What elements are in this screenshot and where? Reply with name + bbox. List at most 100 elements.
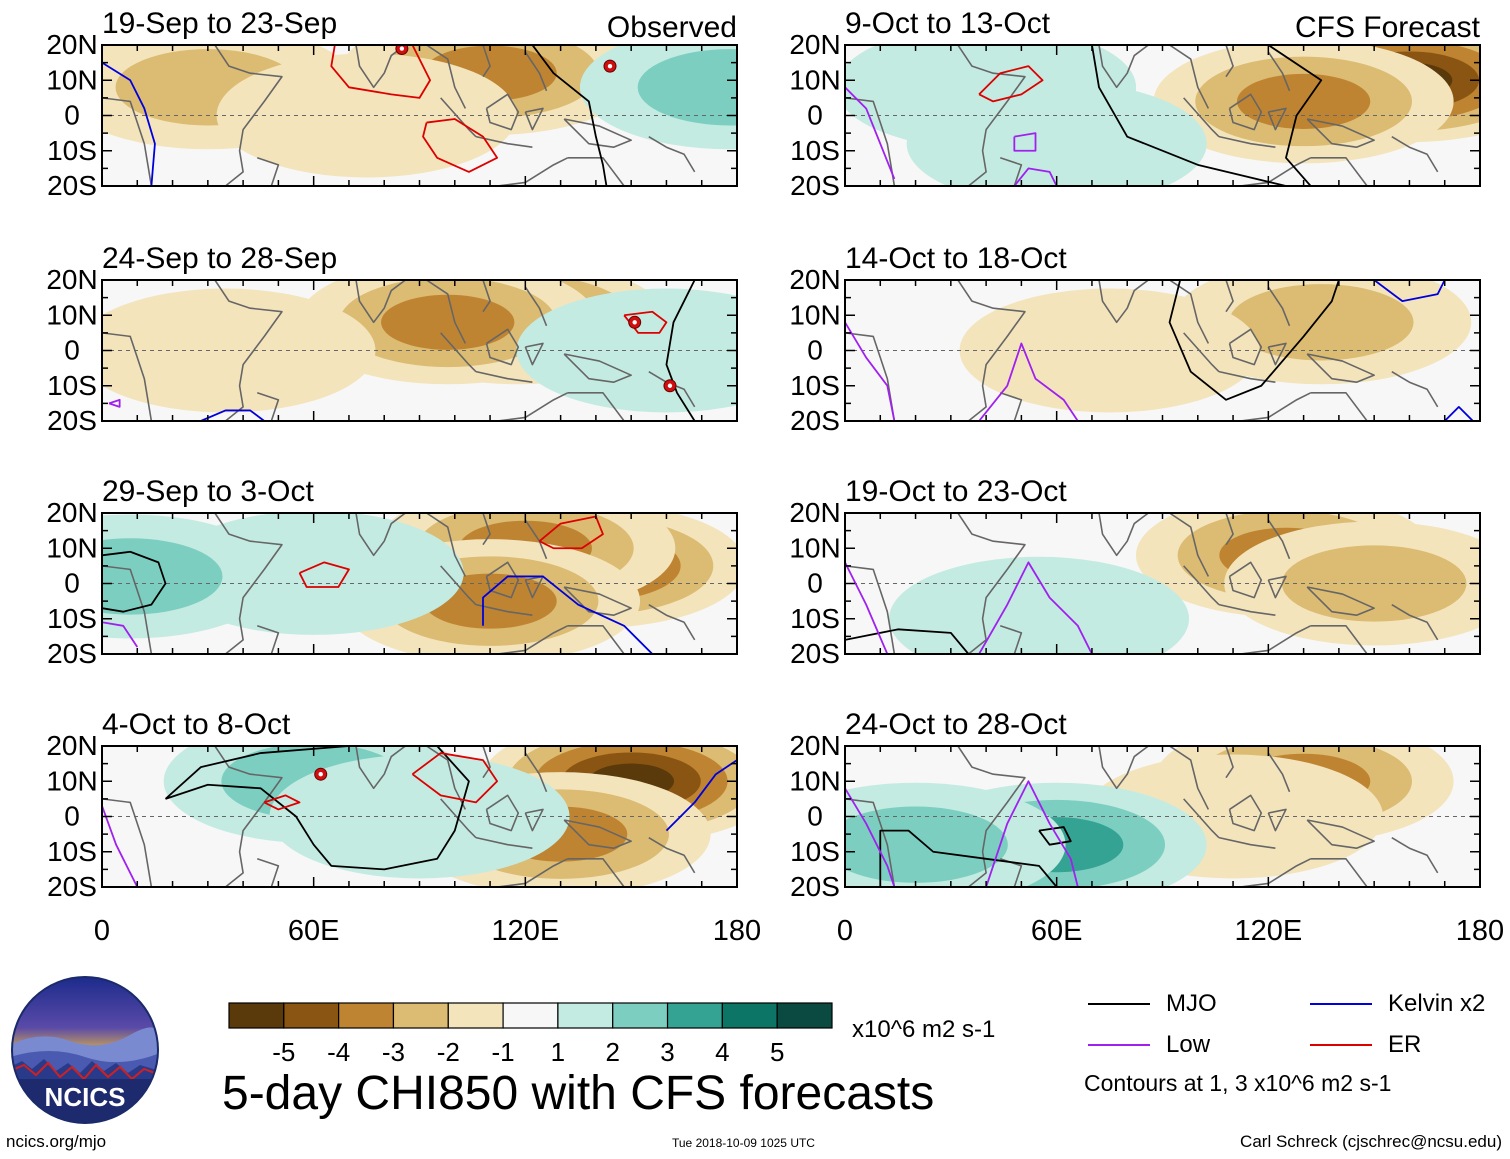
x-tick-label: 120E [491,915,559,947]
coastline [355,513,406,557]
legend-item-er: ER [1310,1031,1421,1059]
contour-kelvin [482,575,653,654]
coastline [497,392,569,421]
column-label: CFS Forecast [1295,11,1481,44]
panel-1-2: 20N 10N 0 10S 20S 19-Oct to 23-Oct [789,475,1481,669]
panel-title: 24-Oct to 28-Oct [845,708,1067,741]
y-tick-label: 20N [46,264,97,295]
legend-swatch-kelvin [1310,1003,1372,1005]
panel-0-1: 20N 10N 0 10S 20S 24-Sep to 28-Sep [46,242,738,436]
storm-icon [603,59,617,73]
y-tick-label: 10N [789,64,840,95]
coastline [524,286,548,327]
coastline [1306,819,1375,850]
x-tick-label: 180 [1456,915,1504,947]
footer-url[interactable]: ncics.org/mjo [6,1132,107,1151]
coastline [256,858,280,887]
coastline [214,280,283,421]
coastline [1169,45,1210,109]
y-tick-label: 10N [789,299,840,330]
colorbar-swatch [502,1002,559,1029]
y-tick-label: 0 [807,801,823,832]
contour-low [102,621,139,648]
coastline [426,513,467,577]
coastline [485,794,520,832]
legend-swatch-er [1310,1044,1372,1046]
y-tick-label: 10S [790,370,840,401]
coastline [845,798,896,887]
y-tick-label: 10N [789,765,840,796]
coastline [845,565,896,654]
coastline [1391,135,1439,173]
y-tick-label: 20N [789,497,840,528]
y-tick-label: 20N [46,29,97,60]
panel-title: 24-Sep to 28-Sep [102,242,337,275]
coastline [1183,97,1220,138]
coastline [355,45,406,89]
contour-note: Contours at 1, 3 x10^6 m2 s-1 [1084,1070,1392,1096]
coastline [957,45,1026,186]
colorbar-label: -1 [492,1037,515,1067]
coastline [567,857,625,887]
coastline [1240,392,1312,421]
coastline [1240,625,1312,654]
y-tick-label: 20S [790,405,840,436]
coastline [1228,328,1263,366]
coastline [1267,286,1291,327]
coastline [999,392,1023,421]
panel-1-3: 20N 10N 0 10S 20S 24-Oct to 28-Oct [789,708,1481,902]
coastline [1225,513,1234,546]
coastline [497,858,569,887]
coastline [1267,342,1287,366]
y-tick-label: 10N [46,299,97,330]
coastline [999,157,1023,186]
coastline [102,565,153,654]
contour-er [411,752,499,804]
colorbar-label: 4 [715,1037,729,1067]
panel-0-0: 20N 10N 0 10S 20S 19-Sep to 23-Sep Observed [46,7,738,201]
colorbar-swatch [392,1002,449,1029]
coastline [355,746,406,790]
x-tick-label: 60E [1031,915,1083,947]
coastline [1098,45,1149,89]
legend-swatch-low [1088,1044,1150,1046]
coastline [214,45,283,186]
panel-0-2: 20N 10N 0 10S 20S 29-Sep to 3-Oct [46,475,738,669]
anomaly-fill [381,294,515,350]
coastline [1240,157,1312,186]
y-tick-label: 0 [807,335,823,366]
coastline [1267,808,1287,832]
contour-kelvin [665,759,737,832]
contour-low [985,780,1079,887]
anomaly-fill [845,806,1008,883]
coastline [524,752,548,793]
coastline [1218,135,1276,149]
coastline [1306,118,1375,149]
y-tick-label: 0 [64,335,80,366]
contour-mjo [1267,45,1323,186]
coastline [957,280,1026,421]
panel-title: 29-Sep to 3-Oct [102,475,314,508]
y-tick-label: 20N [789,29,840,60]
coastline [957,513,1026,654]
coastline [1310,157,1368,186]
colorbar-swatch [612,1002,669,1029]
coastline [524,575,544,599]
x-tick-label: 180 [713,915,761,947]
contour-low [978,342,1079,421]
legend-item-kelvin: Kelvin x2 [1310,990,1485,1018]
contour-er [298,561,350,588]
y-tick-label: 20S [790,638,840,669]
coastline [567,391,625,421]
y-tick-label: 0 [807,100,823,131]
coastline [1183,798,1220,839]
anomaly-fill [269,754,570,879]
y-tick-label: 20N [789,730,840,761]
x-tick-label: 120E [1234,915,1302,947]
colorbar-label: 2 [605,1037,619,1067]
coastline [1306,353,1375,384]
coastline [999,625,1023,654]
coastline [563,353,632,384]
contour-low [845,321,896,421]
